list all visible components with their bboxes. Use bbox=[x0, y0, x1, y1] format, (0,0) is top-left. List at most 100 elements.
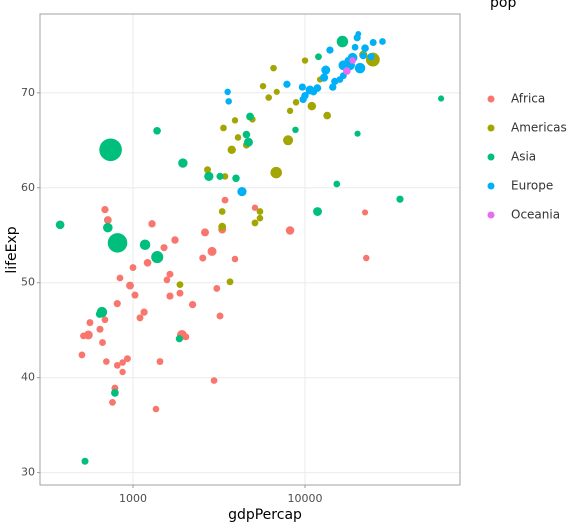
point bbox=[319, 73, 329, 82]
point bbox=[256, 208, 264, 215]
point bbox=[231, 117, 239, 124]
legend-label: Asia bbox=[511, 150, 536, 164]
point bbox=[83, 330, 93, 340]
point bbox=[363, 254, 370, 262]
point bbox=[285, 226, 295, 235]
point bbox=[160, 244, 168, 252]
legend-label: Oceania bbox=[511, 208, 560, 222]
point bbox=[175, 335, 183, 343]
point bbox=[101, 316, 109, 324]
point bbox=[116, 274, 124, 282]
point bbox=[237, 186, 247, 197]
point bbox=[199, 254, 207, 262]
x-tick-label: 10000 bbox=[288, 492, 323, 505]
point bbox=[139, 239, 151, 250]
point bbox=[231, 255, 239, 263]
point bbox=[396, 195, 404, 203]
point bbox=[361, 209, 369, 216]
point bbox=[207, 246, 217, 256]
point bbox=[283, 80, 291, 88]
legend-key bbox=[487, 124, 495, 132]
point bbox=[225, 98, 232, 105]
point bbox=[103, 216, 112, 224]
point bbox=[188, 300, 197, 309]
point bbox=[148, 220, 156, 228]
point bbox=[113, 300, 121, 308]
y-tick-label: 50 bbox=[21, 276, 35, 289]
point bbox=[313, 207, 322, 216]
point bbox=[342, 67, 351, 75]
point bbox=[227, 145, 236, 154]
point bbox=[182, 333, 190, 341]
point bbox=[283, 135, 294, 146]
point bbox=[367, 53, 375, 61]
point bbox=[354, 130, 361, 137]
point bbox=[95, 310, 104, 318]
point bbox=[270, 166, 282, 179]
point bbox=[256, 214, 264, 222]
point bbox=[143, 258, 152, 267]
legend-key bbox=[487, 182, 495, 190]
legend-key bbox=[487, 95, 495, 103]
point bbox=[156, 358, 164, 365]
legend-label: Americas bbox=[511, 121, 567, 135]
point bbox=[273, 88, 280, 95]
point bbox=[286, 107, 294, 115]
point bbox=[251, 219, 259, 227]
point bbox=[216, 172, 224, 180]
legend-label: Europe bbox=[511, 179, 553, 193]
point bbox=[166, 292, 174, 300]
point bbox=[213, 285, 221, 292]
point bbox=[152, 405, 160, 413]
point bbox=[243, 137, 253, 147]
panel bbox=[40, 14, 460, 485]
point bbox=[218, 208, 226, 215]
point bbox=[438, 95, 445, 102]
point bbox=[99, 339, 106, 346]
point bbox=[349, 57, 356, 64]
point bbox=[210, 377, 218, 384]
point bbox=[354, 62, 366, 74]
point bbox=[153, 126, 161, 135]
point bbox=[313, 84, 322, 92]
point bbox=[136, 314, 144, 322]
point bbox=[103, 222, 113, 233]
point bbox=[270, 64, 277, 72]
legend-key bbox=[487, 211, 495, 219]
point bbox=[315, 53, 322, 61]
point bbox=[178, 158, 188, 168]
point bbox=[103, 358, 110, 365]
point bbox=[298, 83, 306, 91]
point bbox=[333, 180, 341, 188]
point bbox=[140, 308, 148, 316]
point bbox=[321, 65, 331, 75]
point bbox=[221, 173, 229, 180]
point bbox=[101, 205, 109, 214]
point bbox=[96, 325, 104, 333]
point bbox=[126, 281, 134, 290]
point bbox=[359, 52, 367, 60]
point bbox=[299, 95, 307, 104]
point bbox=[111, 389, 119, 397]
x-axis-title: gdpPercap bbox=[228, 507, 302, 523]
y-tick-label: 70 bbox=[21, 86, 35, 99]
point bbox=[292, 99, 300, 106]
point bbox=[232, 174, 240, 183]
point bbox=[292, 126, 299, 134]
point bbox=[326, 46, 334, 54]
point bbox=[81, 457, 89, 465]
point bbox=[176, 289, 184, 297]
point bbox=[151, 251, 164, 264]
point bbox=[55, 220, 65, 230]
point bbox=[204, 171, 214, 182]
y-axis-title: lifeExp bbox=[4, 226, 20, 273]
point bbox=[307, 101, 317, 111]
point bbox=[323, 111, 331, 120]
point bbox=[107, 233, 128, 253]
legend-key bbox=[487, 153, 495, 161]
point bbox=[379, 38, 386, 45]
point bbox=[265, 94, 272, 101]
point bbox=[109, 398, 116, 406]
point bbox=[259, 82, 267, 90]
point bbox=[171, 236, 179, 244]
